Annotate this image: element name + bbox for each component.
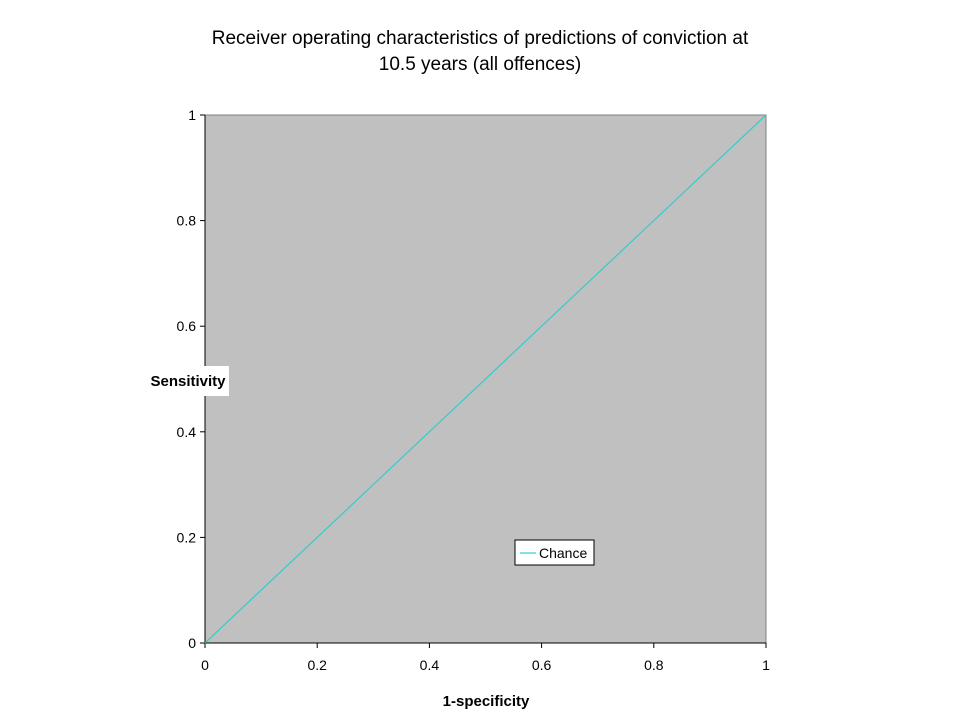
y-tick-label: 1 [188, 107, 196, 123]
x-tick-label: 0.8 [644, 657, 664, 673]
y-axis-label-box [146, 366, 229, 396]
chart-title-line-1: Receiver operating characteristics of pr… [212, 28, 749, 49]
x-tick-label: 0.4 [420, 657, 440, 673]
series-line-chance [204, 114, 767, 644]
y-tick-label: 0.2 [177, 529, 197, 545]
x-tick-label: 1 [762, 657, 770, 673]
y-axis-label: Sensitivity [150, 373, 226, 390]
x-tick-label: 0 [201, 657, 209, 673]
y-tick-label: 0 [188, 635, 196, 651]
legend: Chance [514, 539, 595, 566]
y-tick-label: 0.6 [177, 318, 197, 334]
x-tick-label: 0.2 [307, 657, 327, 673]
chart-title-line-2: 10.5 years (all offences) [379, 54, 581, 75]
y-axis-ticks: 0 0.2 0.4 0.6 0.8 1 [177, 107, 205, 651]
x-axis-ticks: 0 0.2 0.4 0.6 0.8 1 [201, 643, 770, 673]
x-tick-label: 0.6 [532, 657, 552, 673]
x-axis-label: 1-specificity [443, 693, 530, 710]
y-tick-label: 0.4 [177, 424, 197, 440]
y-tick-label: 0.8 [177, 213, 197, 229]
legend-label-chance: Chance [539, 545, 587, 561]
series-layer [204, 114, 767, 644]
